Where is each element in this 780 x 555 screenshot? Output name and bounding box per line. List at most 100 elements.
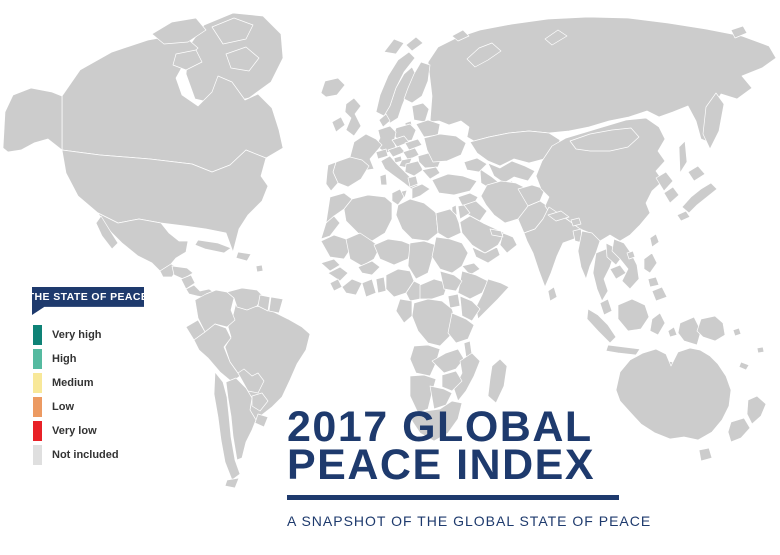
legend: THE STATE OF PEACE Very high High Medium… — [32, 287, 162, 465]
region-brazil — [224, 302, 311, 421]
region-canada — [225, 46, 260, 72]
region-liberia-ivory — [341, 278, 363, 296]
region-niger — [373, 238, 413, 266]
legend-item-medium: Medium — [33, 371, 119, 395]
legend-item-low: Low — [33, 395, 119, 419]
region-venezuela — [226, 287, 264, 311]
region-svalbard — [405, 36, 424, 52]
title-divider — [287, 495, 619, 500]
page-title-line2: PEACE INDEX — [287, 441, 596, 489]
legend-items: Very high High Medium Low Very low Not i… — [33, 323, 119, 467]
region-south-africa — [411, 400, 463, 442]
region-peru — [193, 323, 241, 383]
region-philippines — [643, 252, 658, 274]
region-new-caledonia — [738, 361, 750, 371]
region-indonesia — [649, 312, 666, 336]
legend-item-very-low: Very low — [33, 419, 119, 443]
region-nepal — [547, 210, 570, 222]
page-title-line1: 2017 GLOBAL — [287, 403, 593, 451]
region-myanmar — [577, 230, 601, 280]
region-belarus — [415, 119, 441, 138]
region-png — [696, 315, 726, 342]
region-new-zealand — [746, 395, 767, 425]
region-congo-gabon — [395, 298, 413, 324]
region-eritrea — [461, 262, 481, 276]
region-sri-lanka — [547, 286, 558, 302]
region-guianas — [268, 296, 284, 314]
region-russia — [466, 42, 502, 68]
region-guinea — [327, 266, 349, 282]
region-indonesia — [586, 308, 617, 344]
region-togo-benin — [375, 276, 387, 294]
legend-swatch-high — [33, 349, 42, 369]
region-somalia — [475, 278, 510, 320]
legend-swatch-very-low — [33, 421, 42, 441]
subtitle: A SNAPSHOT OF THE GLOBAL STATE OF PEACE — [287, 513, 652, 529]
region-afghanistan — [517, 184, 546, 207]
region-hainan — [626, 250, 636, 260]
region-tunisia — [391, 188, 405, 206]
title-block: 2017 GLOBAL PEACE INDEX A SNAPSHOT OF TH… — [287, 403, 652, 529]
region-madagascar — [487, 358, 508, 404]
region-australia — [615, 347, 732, 441]
region-ghana — [361, 278, 377, 298]
region-western-sahara — [320, 215, 341, 240]
region-uruguay — [254, 413, 269, 428]
region-mexico — [95, 215, 119, 250]
region-switzerland — [375, 148, 389, 160]
region-egypt — [435, 208, 462, 240]
region-south-korea — [663, 186, 680, 204]
region-denmark — [378, 113, 391, 128]
region-cambodia — [609, 264, 627, 280]
region-bhutan — [570, 217, 582, 227]
region-finland — [403, 61, 431, 104]
region-north-korea — [655, 171, 674, 192]
region-philippines — [647, 276, 660, 288]
region-ukraine — [423, 133, 467, 163]
region-portugal — [325, 161, 339, 192]
region-guyana — [257, 294, 271, 312]
region-zimbabwe — [441, 370, 463, 392]
region-greece — [411, 183, 431, 200]
region-burkina — [357, 260, 381, 276]
legend-label: Very high — [52, 329, 102, 341]
region-russia — [427, 16, 777, 145]
region-taiwan — [649, 233, 660, 248]
region-slovakia — [404, 138, 423, 151]
legend-label: Not included — [52, 449, 119, 461]
region-japan — [676, 210, 691, 222]
region-russia — [730, 25, 748, 39]
legend-label: High — [52, 353, 77, 365]
region-mexico — [97, 212, 189, 272]
region-paraguay — [251, 392, 269, 412]
region-argentina — [225, 377, 257, 461]
legend-item-not-included: Not included — [33, 443, 119, 467]
region-car — [419, 278, 449, 300]
region-bulgaria — [421, 166, 441, 180]
region-namibia — [409, 374, 437, 414]
region-nicaragua — [180, 274, 196, 290]
region-tanzania — [447, 312, 475, 344]
region-canada — [172, 49, 203, 71]
region-svalbard — [383, 38, 405, 55]
legend-banner-ribbon: THE STATE OF PEACE — [32, 287, 144, 315]
region-tasmania — [698, 447, 713, 462]
legend-title: THE STATE OF PEACE — [27, 291, 149, 303]
legend-item-very-high: Very high — [33, 323, 119, 347]
region-solomon — [732, 327, 742, 337]
region-turkey — [431, 173, 478, 196]
region-uzbekistan — [487, 160, 536, 184]
region-qatar-uae — [489, 228, 504, 238]
legend-item-high: High — [33, 347, 119, 371]
region-tdf — [224, 477, 240, 489]
legend-swatch-very-high — [33, 325, 42, 345]
region-oman — [499, 232, 518, 254]
region-libya — [395, 198, 439, 242]
region-russia — [678, 140, 688, 174]
region-serbia-bosnia — [404, 160, 424, 177]
region-hispaniola — [235, 251, 252, 262]
legend-label: Medium — [52, 377, 94, 389]
region-new-zealand — [727, 417, 751, 443]
region-chad — [407, 240, 437, 280]
